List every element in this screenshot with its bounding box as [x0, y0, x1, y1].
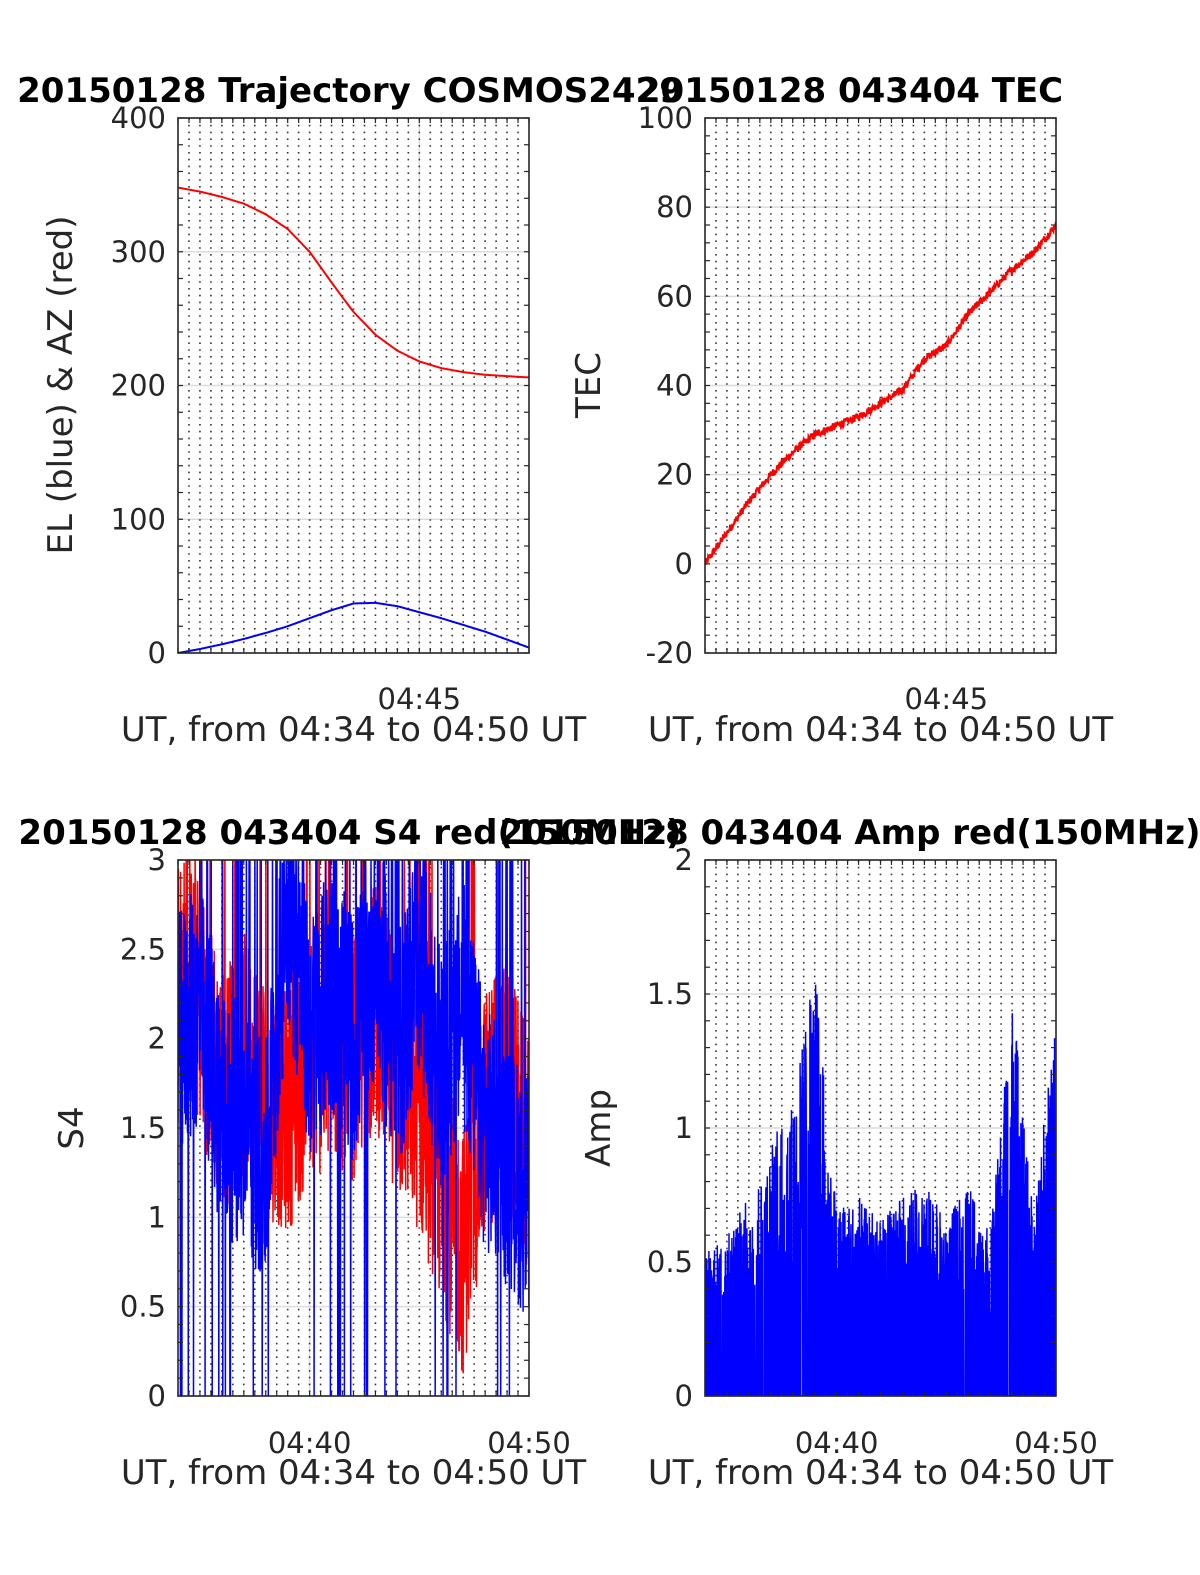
y-tick-label: 20	[656, 458, 693, 492]
x-tick-label: 04:45	[905, 682, 989, 716]
x-axis-label: UT, from 04:34 to 04:50 UT	[648, 710, 1114, 750]
x-tick-label: 04:45	[378, 682, 462, 716]
y-tick-label: 80	[656, 190, 693, 224]
y-tick-label: 200	[111, 369, 166, 403]
y-tick-label: 100	[111, 502, 166, 536]
y-tick-label: -20	[646, 636, 693, 670]
x-tick-label: 04:50	[1014, 1426, 1098, 1460]
y-tick-label: 0	[148, 1379, 166, 1413]
y-tick-label: 1.5	[120, 1111, 166, 1145]
y-tick-label: 400	[111, 101, 166, 135]
y-tick-label: 0	[675, 547, 693, 581]
y-tick-label: 0.5	[120, 1290, 166, 1324]
series-line-1	[178, 186, 529, 379]
series-line-1	[705, 221, 1056, 565]
y-axis-label: Amp	[579, 1089, 619, 1167]
x-tick-label: 04:50	[487, 1426, 571, 1460]
x-tick-label: 04:40	[268, 1426, 352, 1460]
y-tick-label: 2.5	[120, 932, 166, 966]
y-tick-label: 1	[148, 1200, 166, 1234]
series-line-2	[178, 601, 529, 653]
chart-title: 20150128 043404 TEC	[637, 71, 1063, 111]
series-line-1	[705, 984, 1056, 1396]
y-tick-label: 0	[675, 1379, 693, 1413]
y-tick-label: 1	[675, 1111, 693, 1145]
series-line-2	[178, 860, 529, 1396]
y-tick-label: 3	[148, 843, 166, 877]
y-axis-label: EL (blue) & AZ (red)	[41, 215, 81, 554]
y-tick-label: 2	[148, 1022, 166, 1056]
x-tick-label: 04:40	[795, 1426, 879, 1460]
y-tick-label: 2	[675, 843, 693, 877]
chart-title: 20150128 Trajectory COSMOS2429	[17, 71, 683, 111]
y-tick-label: 60	[656, 279, 693, 313]
x-axis-label: UT, from 04:34 to 04:50 UT	[648, 1453, 1114, 1493]
y-axis-label: S4	[52, 1106, 92, 1149]
y-tick-label: 300	[111, 235, 166, 269]
y-tick-label: 100	[638, 101, 693, 135]
y-axis-label: TEC	[569, 352, 609, 419]
y-tick-label: 0.5	[647, 1245, 693, 1279]
x-axis-label: UT, from 04:34 to 04:50 UT	[121, 710, 587, 750]
y-tick-label: 1.5	[647, 977, 693, 1011]
x-axis-label: UT, from 04:34 to 04:50 UT	[121, 1453, 587, 1493]
chart-title: 20150128 043404 S4 red(150MHz)	[18, 813, 681, 853]
y-tick-label: 40	[656, 369, 693, 403]
y-tick-label: 0	[148, 636, 166, 670]
chart-title: 20150128 043404 Amp red(150MHz)	[499, 813, 1200, 853]
